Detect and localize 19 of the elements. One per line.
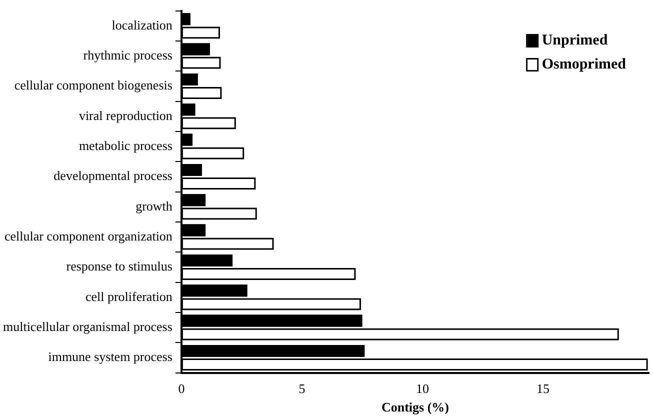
y-tick-label: cellular component biogenesis (14, 78, 172, 93)
legend-label: Osmoprimed (542, 56, 627, 73)
legend-label: Unprimed (542, 32, 608, 49)
y-tick-label: cellular component organization (4, 228, 173, 244)
x-tick-label: 10 (416, 381, 429, 396)
x-axis-title: Contigs (%) (381, 400, 449, 415)
y-tick-label: multicellular organismal process (2, 318, 172, 334)
y-tick-label: cell proliferation (85, 288, 173, 304)
x-tick-label: 5 (298, 381, 306, 396)
y-tick-label: metabolic process (78, 138, 172, 153)
x-tick-label: 15 (536, 381, 550, 396)
y-tick-label: response to stimulus (66, 258, 172, 274)
y-tick-label: viral reproduction (78, 108, 173, 123)
y-tick-label: rhythmic process (83, 47, 172, 62)
y-tick-label: growth (136, 198, 173, 214)
y-tick-label: immune system process (48, 349, 172, 364)
x-tick-label: 0 (178, 381, 185, 396)
y-tick-label: developmental process (54, 168, 172, 184)
y-tick-label: localization (112, 17, 173, 32)
